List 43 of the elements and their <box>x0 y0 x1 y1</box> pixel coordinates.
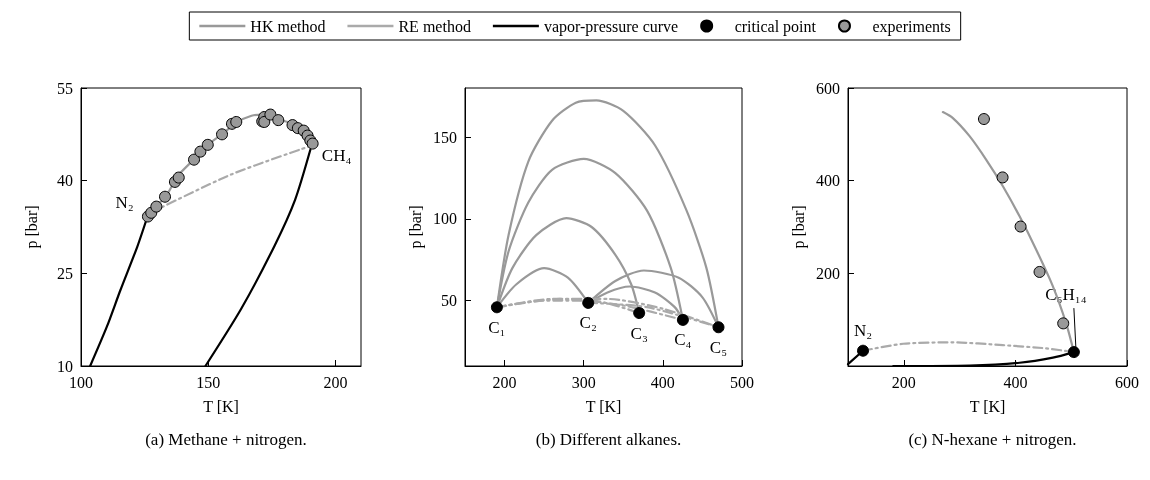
legend-label: RE method <box>398 17 471 35</box>
x-tick-label: 200 <box>323 373 348 391</box>
x-tick-label: 100 <box>69 373 93 391</box>
x-tick-label: 300 <box>571 373 596 391</box>
annotation: N₂ <box>853 321 873 341</box>
legend-label: HK method <box>250 17 326 35</box>
annotation: C₂ <box>579 313 597 333</box>
legend-label: experiments <box>872 17 951 36</box>
x-tick-label: 200 <box>891 373 916 391</box>
x-axis-title: T [K] <box>969 397 1006 415</box>
y-tick-label: 400 <box>816 172 840 190</box>
text: (c) N-hexane + nitrogen. <box>908 430 1077 449</box>
annotation: C₁ <box>488 317 506 337</box>
x-axis-title: T [K] <box>585 397 622 415</box>
x-tick-label: 400 <box>1003 373 1028 391</box>
y-tick-label: 100 <box>433 210 457 228</box>
x-tick-label: 200 <box>492 373 517 391</box>
legend-label: critical point <box>734 17 817 36</box>
x-tick-label: 400 <box>650 373 675 391</box>
y-tick-label: 25 <box>57 264 73 282</box>
annotation: C₅ <box>709 337 728 357</box>
y-tick-label: 200 <box>816 264 840 282</box>
annotation: N₂ <box>115 192 134 212</box>
text: (a) Methane + nitrogen. <box>145 430 307 449</box>
annotation: C₃ <box>630 323 648 343</box>
y-axis-title: p [bar] <box>406 205 425 249</box>
y-tick-label: 600 <box>816 79 840 97</box>
annotation: C₄ <box>674 330 692 350</box>
y-axis-title: p [bar] <box>789 205 808 249</box>
x-tick-label: 600 <box>1115 373 1139 391</box>
x-tick-label: 150 <box>196 373 221 391</box>
x-tick-label: 500 <box>730 373 754 391</box>
legend-label: vapor-pressure curve <box>543 17 679 36</box>
y-tick-label: 55 <box>57 79 73 97</box>
annotation: CH₄ <box>321 146 352 166</box>
y-tick-label: 40 <box>57 172 73 190</box>
y-axis-title: p [bar] <box>22 205 41 249</box>
annotation: C₆H₁₄ <box>1045 284 1087 304</box>
y-tick-label: 50 <box>441 292 457 310</box>
y-tick-label: 150 <box>433 128 457 146</box>
text: (b) Different alkanes. <box>535 430 682 449</box>
y-tick-label: 10 <box>57 357 73 375</box>
x-axis-title: T [K] <box>203 397 239 415</box>
